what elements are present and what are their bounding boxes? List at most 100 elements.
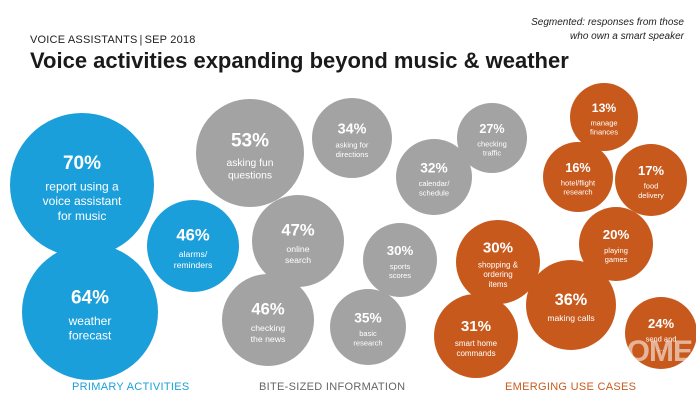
bubble-value: 30% <box>483 239 514 256</box>
bubble-value: 16% <box>565 161 590 175</box>
eyebrow-topic: VOICE ASSISTANTS <box>30 34 138 46</box>
bubble-value: 53% <box>231 131 269 152</box>
bubble-label-line: forecast <box>69 328 112 342</box>
bubble-circle <box>252 195 344 287</box>
bubble-label-line: … <box>657 344 665 353</box>
bubble-value: 31% <box>461 318 492 335</box>
bubble-circle <box>456 220 540 304</box>
bubble-label-line: voice assistant <box>43 194 122 208</box>
bubble-label-line: report using a <box>45 180 119 194</box>
bubble-label-line: basic <box>359 329 377 338</box>
bubble-primary-2: 46% alarms/reminders <box>147 200 239 292</box>
bubble-label-line: scores <box>389 271 411 280</box>
bubble-circle <box>434 294 518 378</box>
bubble-circle <box>330 289 406 365</box>
bubble-bite-3: 32% calendar/schedule <box>396 139 472 215</box>
bubble-value: 46% <box>176 226 209 245</box>
bubble-label-line: making calls <box>547 313 594 323</box>
category-label-emerging: EMERGING USE CASES <box>505 381 637 393</box>
bubble-label-line: manage <box>590 118 617 127</box>
bubble-value: 47% <box>281 221 314 240</box>
bubble-label-line: items <box>488 280 507 289</box>
bubble-circle <box>363 223 437 297</box>
bubble-label-line: research <box>563 188 592 197</box>
bubble-circle <box>10 113 154 257</box>
category-label-primary: PRIMARY ACTIVITIES <box>72 381 190 393</box>
bubble-circle <box>396 139 472 215</box>
category-label-bite-sized: BITE-SIZED INFORMATION <box>259 381 406 393</box>
bubble-value: 32% <box>420 160 447 175</box>
bubble-label-line: playing <box>604 246 628 255</box>
bubble-value: 30% <box>387 243 414 258</box>
eyebrow: VOICE ASSISTANTS | SEP 2018 <box>30 34 196 46</box>
segment-note: Segmented: responses from those who own … <box>494 16 684 43</box>
bubble-circle <box>615 144 687 216</box>
bubble-circle <box>579 207 653 281</box>
bubble-label-line: research <box>353 338 382 347</box>
bubble-value: 64% <box>71 288 109 309</box>
segment-note-line-1: Segmented: responses from those <box>531 17 684 28</box>
bubble-value: 35% <box>354 310 381 325</box>
bubble-emerging-7: 24% send and… <box>625 297 696 369</box>
bubble-circle <box>147 200 239 292</box>
bubble-label-line: commands <box>456 349 495 358</box>
bubble-label-line: asking for <box>336 141 369 150</box>
bubble-label-line: send and <box>646 335 677 344</box>
bubble-emerging-5: 36% making calls <box>526 260 616 350</box>
bubble-label-line: ordering <box>483 270 512 279</box>
bubble-label-line: hotel/flight <box>561 179 596 188</box>
bubble-label-line: reminders <box>174 260 213 270</box>
bubble-value: 34% <box>338 121 367 137</box>
bubble-label-line: online <box>286 244 309 254</box>
bubble-circle <box>570 83 638 151</box>
bubble-label-line: questions <box>228 170 272 181</box>
bubble-circle <box>312 98 392 178</box>
chart-title: Voice activities expanding beyond music … <box>30 48 569 73</box>
bubble-value: 46% <box>251 300 284 319</box>
bubble-circle <box>526 260 616 350</box>
bubble-circle <box>543 142 613 212</box>
eyebrow-date: SEP 2018 <box>144 34 196 46</box>
bubble-label-line: food <box>644 182 659 191</box>
bubble-value: 24% <box>648 316 674 331</box>
bubble-label-line: calendar/ <box>419 179 451 188</box>
bubble-label-line: shopping & <box>478 260 519 269</box>
bubble-circle <box>222 274 314 366</box>
bubble-value: 17% <box>638 163 664 178</box>
segment-note-line-2: who own a smart speaker <box>570 30 684 42</box>
bubble-circle <box>457 103 527 173</box>
bubble-label-line: sports <box>390 262 411 271</box>
bubble-label-line: checking <box>477 140 507 149</box>
bubble-label-line: for music <box>58 209 107 223</box>
bubble-label-line: smart home <box>455 339 498 348</box>
bubble-label-line: directions <box>336 150 369 159</box>
bubble-value: 36% <box>555 291 587 309</box>
bubble-label-line: schedule <box>419 188 449 197</box>
bubble-value: 13% <box>592 101 617 115</box>
bubble-label-line: traffic <box>483 149 501 158</box>
bubble-label-line: games <box>605 255 628 264</box>
bubble-label-line: the news <box>251 334 286 344</box>
eyebrow-separator: | <box>139 34 143 46</box>
watermark: HOME <box>606 335 693 368</box>
bubble-circle <box>22 244 158 380</box>
bubble-label-line: alarms/ <box>179 249 208 259</box>
bubble-label-line: checking <box>251 323 285 333</box>
bubble-value: 70% <box>63 153 101 174</box>
bubble-label-line: finances <box>590 127 618 136</box>
bubble-value: 20% <box>603 227 630 242</box>
